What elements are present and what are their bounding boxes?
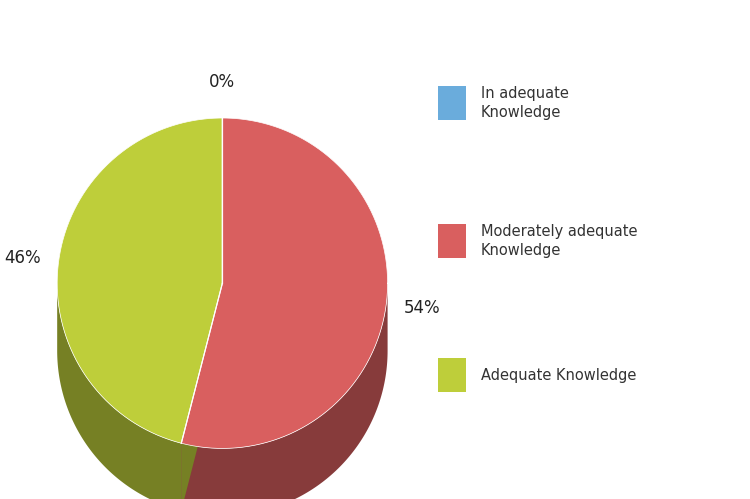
Text: In adequate
Knowledge: In adequate Knowledge: [481, 86, 569, 120]
Polygon shape: [182, 283, 388, 499]
FancyBboxPatch shape: [438, 358, 466, 392]
Text: Adequate Knowledge: Adequate Knowledge: [481, 368, 637, 383]
Text: 46%: 46%: [4, 249, 40, 267]
Polygon shape: [182, 283, 223, 499]
Polygon shape: [182, 118, 388, 449]
Polygon shape: [57, 283, 182, 499]
FancyBboxPatch shape: [438, 86, 466, 120]
Polygon shape: [57, 118, 223, 443]
Polygon shape: [182, 283, 223, 499]
Text: Moderately adequate
Knowledge: Moderately adequate Knowledge: [481, 225, 638, 258]
FancyBboxPatch shape: [438, 225, 466, 258]
Text: 54%: 54%: [404, 299, 441, 317]
Text: 0%: 0%: [209, 73, 236, 91]
